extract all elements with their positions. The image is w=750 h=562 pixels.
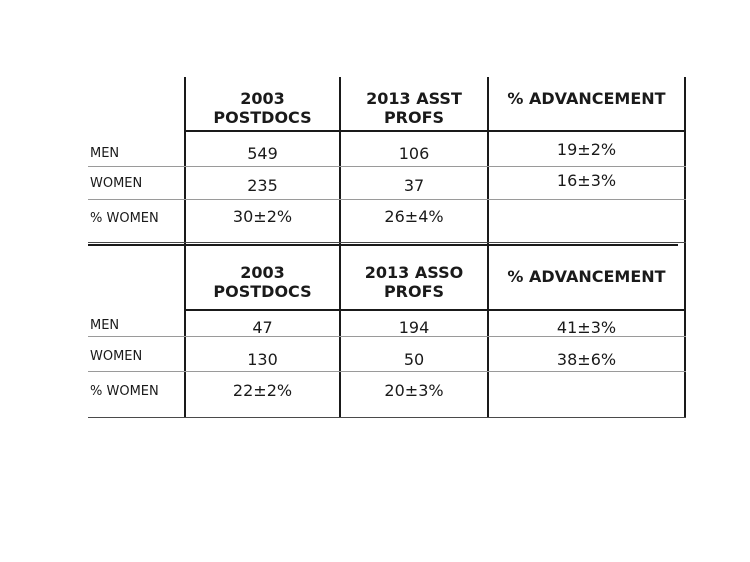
- cell-postdocs-pct-women-2: 22±2%: [232, 381, 293, 400]
- cell-postdocs-pct-women: 30±2%: [232, 207, 293, 226]
- cell-advancement-men: 19±2%: [556, 140, 617, 159]
- cell-advancement-women-2: 38±6%: [556, 350, 617, 369]
- header-underline-1: [184, 130, 686, 132]
- cell-asso-pct-women: 20±3%: [384, 381, 444, 400]
- header-advancement-2: % ADVANCEMENT: [507, 267, 666, 286]
- cell-advancement-men-2: 41±3%: [556, 318, 617, 337]
- header-asso-year: 2013 ASSO: [364, 263, 464, 282]
- row-label-men-2: MEN: [90, 318, 120, 333]
- header-postdocs-label: POSTDOCS: [213, 108, 312, 127]
- cell-postdocs-men: 549: [247, 144, 278, 163]
- cell-postdocs-men-2: 47: [252, 318, 273, 337]
- column-divider-3: [487, 77, 489, 418]
- header-postdocs-label-2: POSTDOCS: [213, 282, 312, 301]
- cell-advancement-women: 16±3%: [556, 171, 617, 190]
- cell-postdocs-women-2: 130: [247, 350, 278, 369]
- row-divider: [88, 336, 686, 337]
- row-label-men: MEN: [90, 146, 120, 161]
- table-bottom-border: [88, 417, 686, 418]
- section-divider: [88, 242, 686, 243]
- header-asso-profs: 2013 ASSO PROFS: [341, 263, 487, 301]
- cell-asst-pct-women: 26±4%: [384, 207, 444, 226]
- row-divider: [88, 199, 686, 200]
- header-postdocs-2: 2003 POSTDOCS: [186, 263, 339, 301]
- header-underline-2: [184, 309, 686, 311]
- cell-postdocs-women: 235: [247, 176, 278, 195]
- column-divider-1: [184, 77, 186, 418]
- row-divider: [88, 371, 686, 372]
- row-label-women-2: WOMEN: [90, 349, 143, 364]
- column-divider-2: [339, 77, 341, 418]
- cell-asso-men: 194: [398, 318, 430, 337]
- header-asst-label: PROFS: [383, 108, 445, 127]
- cell-asst-women: 37: [403, 176, 425, 195]
- header-postdocs-year: 2003: [240, 89, 285, 108]
- header-postdocs-year-2: 2003: [240, 263, 285, 282]
- header-advancement: % ADVANCEMENT: [507, 89, 666, 108]
- header-postdocs: 2003 POSTDOCS: [186, 89, 339, 127]
- header-asst-profs: 2013 ASST PROFS: [341, 89, 487, 127]
- row-divider: [88, 166, 686, 167]
- row-label-pct-women-2: % WOMEN: [90, 384, 159, 399]
- cell-asst-men: 106: [398, 144, 430, 163]
- cell-asso-women: 50: [403, 350, 425, 369]
- table-right-border: [684, 77, 686, 418]
- row-label-pct-women: % WOMEN: [90, 211, 159, 226]
- header-asst-year: 2013 ASST: [366, 89, 462, 108]
- row-label-women: WOMEN: [90, 176, 143, 191]
- section-separator: [88, 244, 678, 246]
- header-asso-label: PROFS: [383, 282, 445, 301]
